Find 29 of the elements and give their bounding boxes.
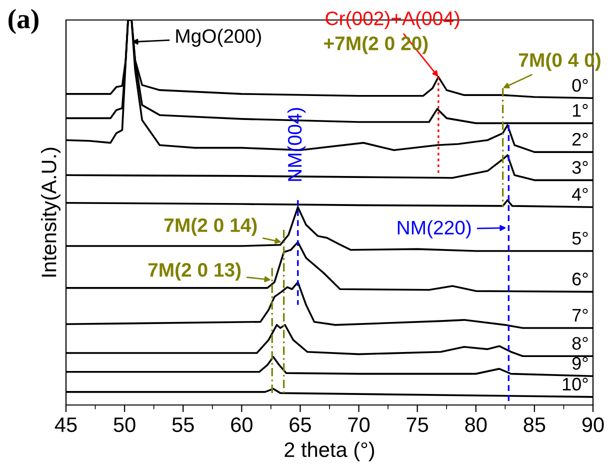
series-label: 2°: [572, 132, 588, 146]
series-label: 10°: [562, 378, 588, 391]
series-label: 4°: [572, 188, 588, 201]
x-tick-label: 75: [406, 418, 428, 432]
x-tick-label: 60: [231, 417, 252, 432]
series-label: 5°: [572, 232, 588, 245]
x-tick-label: 70: [348, 417, 370, 432]
series-label: 0°: [572, 79, 588, 92]
series-label: 3°: [572, 161, 588, 174]
series-label: 8°: [572, 336, 588, 350]
x-tick-label: 85: [524, 417, 546, 432]
annotation: 7M(2 0 13): [148, 262, 241, 281]
text: (a): [8, 8, 38, 34]
annotation: NM(004): [287, 108, 306, 181]
series-label: 9°: [572, 356, 588, 370]
x-tick-label: 45: [54, 418, 77, 432]
x-tick-label: 80: [465, 417, 487, 432]
annotation: NM(220): [398, 220, 471, 238]
x-tick-label: 55: [172, 418, 194, 432]
annotation: 7M(2 0 14): [164, 218, 257, 236]
x-tick-label: 50: [114, 417, 136, 432]
series-label: 6°: [572, 272, 588, 286]
x-axis-title: 2 theta (°): [284, 442, 374, 462]
annotation: MgO(200): [176, 28, 261, 47]
y-axis-title: Intensity(A.U.): [41, 148, 60, 277]
series-label: 1°: [572, 104, 588, 117]
x-tick-label: 65: [290, 417, 311, 432]
series-label: 7°: [572, 308, 588, 322]
x-tick-label: 90: [582, 417, 604, 432]
